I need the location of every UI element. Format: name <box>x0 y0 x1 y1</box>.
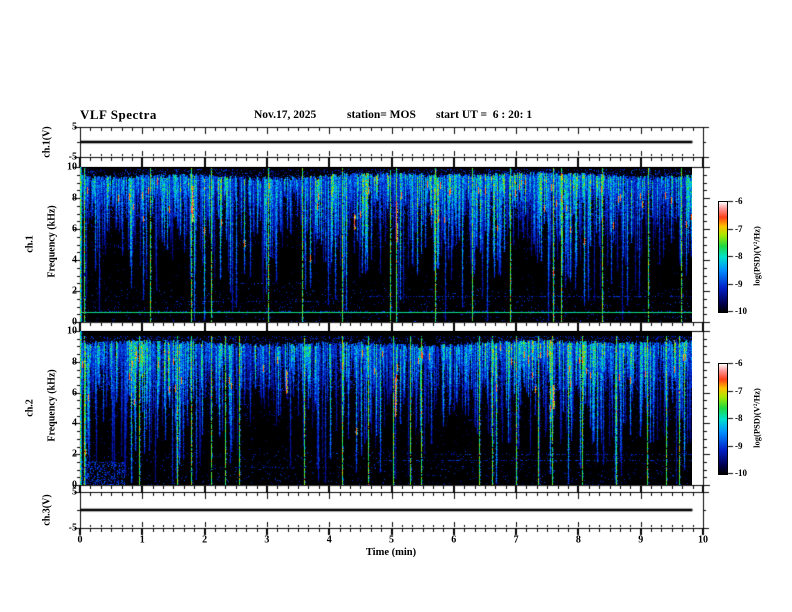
ch2-frequency-axis-label: ch.2 Frequency (kHz) <box>25 369 58 446</box>
ch1-axis-label-line1: ch.1 <box>24 235 36 253</box>
figure-start-ut: start UT = 6 : 20: 1 <box>436 109 533 121</box>
ch2-spectrogram-canvas <box>80 331 692 485</box>
ch1-axis-label-line2: Frequency (kHz) <box>46 205 58 278</box>
colorbar-ch1 <box>718 201 728 313</box>
colorbar-ch2-label: log(PSD)(V²/Hz) <box>751 388 762 448</box>
figure-station: station= MOS <box>347 109 416 121</box>
ch2-axis-label-line2: Frequency (kHz) <box>46 369 58 442</box>
figure-date: Nov.17, 2025 <box>254 109 317 121</box>
ch1-frequency-axis-label: ch.1 Frequency (kHz) <box>25 205 58 282</box>
ch1-voltage-axis-label: ch.1(V) <box>41 126 53 158</box>
ch1-spectrogram-canvas <box>80 167 692 322</box>
x-axis-title: Time (min) <box>365 547 417 558</box>
colorbar-ch2 <box>718 363 728 475</box>
ch3-voltage-axis-label: ch.3(V) <box>41 494 53 526</box>
figure-title: VLF Spectra <box>80 107 157 122</box>
ch2-axis-label-line1: ch.2 <box>24 399 36 417</box>
colorbar-ch1-label: log(PSD)(V²/Hz) <box>751 226 762 286</box>
